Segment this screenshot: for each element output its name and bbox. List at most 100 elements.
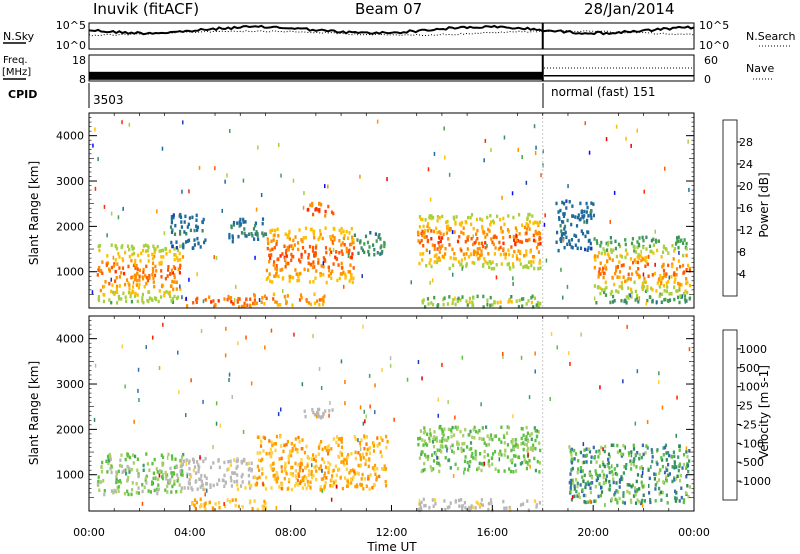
velocity-cell xyxy=(429,432,432,436)
velocity-cell xyxy=(665,458,668,462)
velocity-cell xyxy=(316,414,319,418)
power-cell xyxy=(679,239,682,243)
velocity-cell xyxy=(433,435,436,439)
power-cell xyxy=(236,300,239,304)
velocity-cell xyxy=(456,440,459,444)
power-cell xyxy=(427,222,430,226)
velocity-cell xyxy=(385,434,388,439)
velocity-cell xyxy=(337,467,340,472)
power-cell xyxy=(272,297,275,301)
power-cell xyxy=(357,251,360,255)
velocity-cell xyxy=(437,456,440,460)
power-cell xyxy=(504,256,507,260)
power-cell xyxy=(510,245,513,249)
velocity-cell xyxy=(603,464,606,469)
velocity-cell xyxy=(372,442,375,446)
velocity-scatter-point xyxy=(381,368,383,372)
power-scatter-point xyxy=(188,277,190,282)
velocity-cell xyxy=(100,465,103,469)
power-cell xyxy=(275,300,278,305)
power-cell xyxy=(137,253,140,258)
velocity-cell xyxy=(324,481,327,485)
power-cell xyxy=(613,299,616,303)
power-cell xyxy=(284,251,288,255)
velocity-cell xyxy=(427,454,430,459)
power-cell xyxy=(490,237,493,241)
velocity-cell xyxy=(373,483,376,488)
velocity-cell xyxy=(279,435,282,439)
velocity-cell xyxy=(607,461,610,465)
power-cell xyxy=(455,215,458,219)
power-cell xyxy=(286,233,289,238)
velocity-cell xyxy=(478,429,481,433)
velocity-cell xyxy=(536,459,539,464)
time-xtick-label: 12:00 xyxy=(376,526,408,539)
velocity-cell xyxy=(432,467,435,471)
velocity-cell xyxy=(634,453,637,457)
velocity-cell xyxy=(191,488,194,492)
power-cell xyxy=(274,228,277,233)
power-cell xyxy=(632,260,635,265)
power-cell xyxy=(178,266,181,270)
velocity-cell xyxy=(688,459,691,463)
velocity-cell xyxy=(514,454,517,458)
power-cell xyxy=(297,274,300,279)
power-cell xyxy=(179,212,182,217)
velocity-cell xyxy=(458,504,461,508)
velocity-cell xyxy=(596,476,600,481)
power-cell xyxy=(145,264,148,269)
power-cell xyxy=(674,246,677,251)
velocity-scatter-point xyxy=(502,355,504,360)
power-cell xyxy=(157,299,160,304)
velocity-cell xyxy=(227,467,230,471)
velocity-cell xyxy=(312,457,316,461)
velocity-cell xyxy=(368,487,371,491)
velocity-scatter-point xyxy=(219,423,222,428)
power-cell xyxy=(504,252,507,256)
power-cell xyxy=(441,254,444,259)
power-scatter-point xyxy=(428,250,431,255)
velocity-cell xyxy=(164,470,167,475)
power-cell xyxy=(123,271,126,276)
power-cell xyxy=(688,268,691,273)
power-scatter-point xyxy=(214,166,216,171)
power-cell xyxy=(585,220,589,225)
velocity-cell xyxy=(569,486,572,490)
velocity-cell xyxy=(131,488,134,492)
power-cell xyxy=(179,258,182,262)
velocity-cell xyxy=(331,408,334,412)
velocity-colorbar-tick-label: 25 xyxy=(739,400,753,413)
velocity-cell xyxy=(281,482,284,487)
velocity-cell xyxy=(318,442,321,447)
power-cell xyxy=(351,235,354,240)
velocity-cell xyxy=(570,468,573,472)
velocity-cell xyxy=(155,467,158,471)
velocity-cell xyxy=(590,460,593,464)
power-colorbar-label: Power [dB] xyxy=(757,172,771,237)
velocity-cell xyxy=(160,470,163,474)
power-cell xyxy=(500,262,503,266)
power-cell xyxy=(253,298,256,302)
velocity-cell xyxy=(164,488,167,492)
velocity-scatter-point xyxy=(406,377,409,382)
velocity-cell xyxy=(247,473,250,478)
power-cell xyxy=(607,254,610,258)
velocity-cell xyxy=(588,482,591,487)
velocity-scatter-point xyxy=(262,482,264,487)
power-cell xyxy=(585,210,588,214)
power-cell xyxy=(677,295,680,300)
power-cell xyxy=(97,268,100,272)
velocity-cell xyxy=(218,478,221,482)
velocity-cell xyxy=(673,476,676,480)
power-cell xyxy=(532,233,535,238)
power-cell xyxy=(454,302,457,307)
power-cell xyxy=(448,243,451,247)
power-cell xyxy=(114,269,117,274)
velocity-cell xyxy=(361,472,364,477)
power-cell xyxy=(459,298,462,302)
power-cell xyxy=(586,230,589,234)
power-cell xyxy=(307,252,310,257)
velocity-cell xyxy=(418,508,421,513)
velocity-scatter-point xyxy=(121,344,123,349)
velocity-cell xyxy=(272,461,275,466)
